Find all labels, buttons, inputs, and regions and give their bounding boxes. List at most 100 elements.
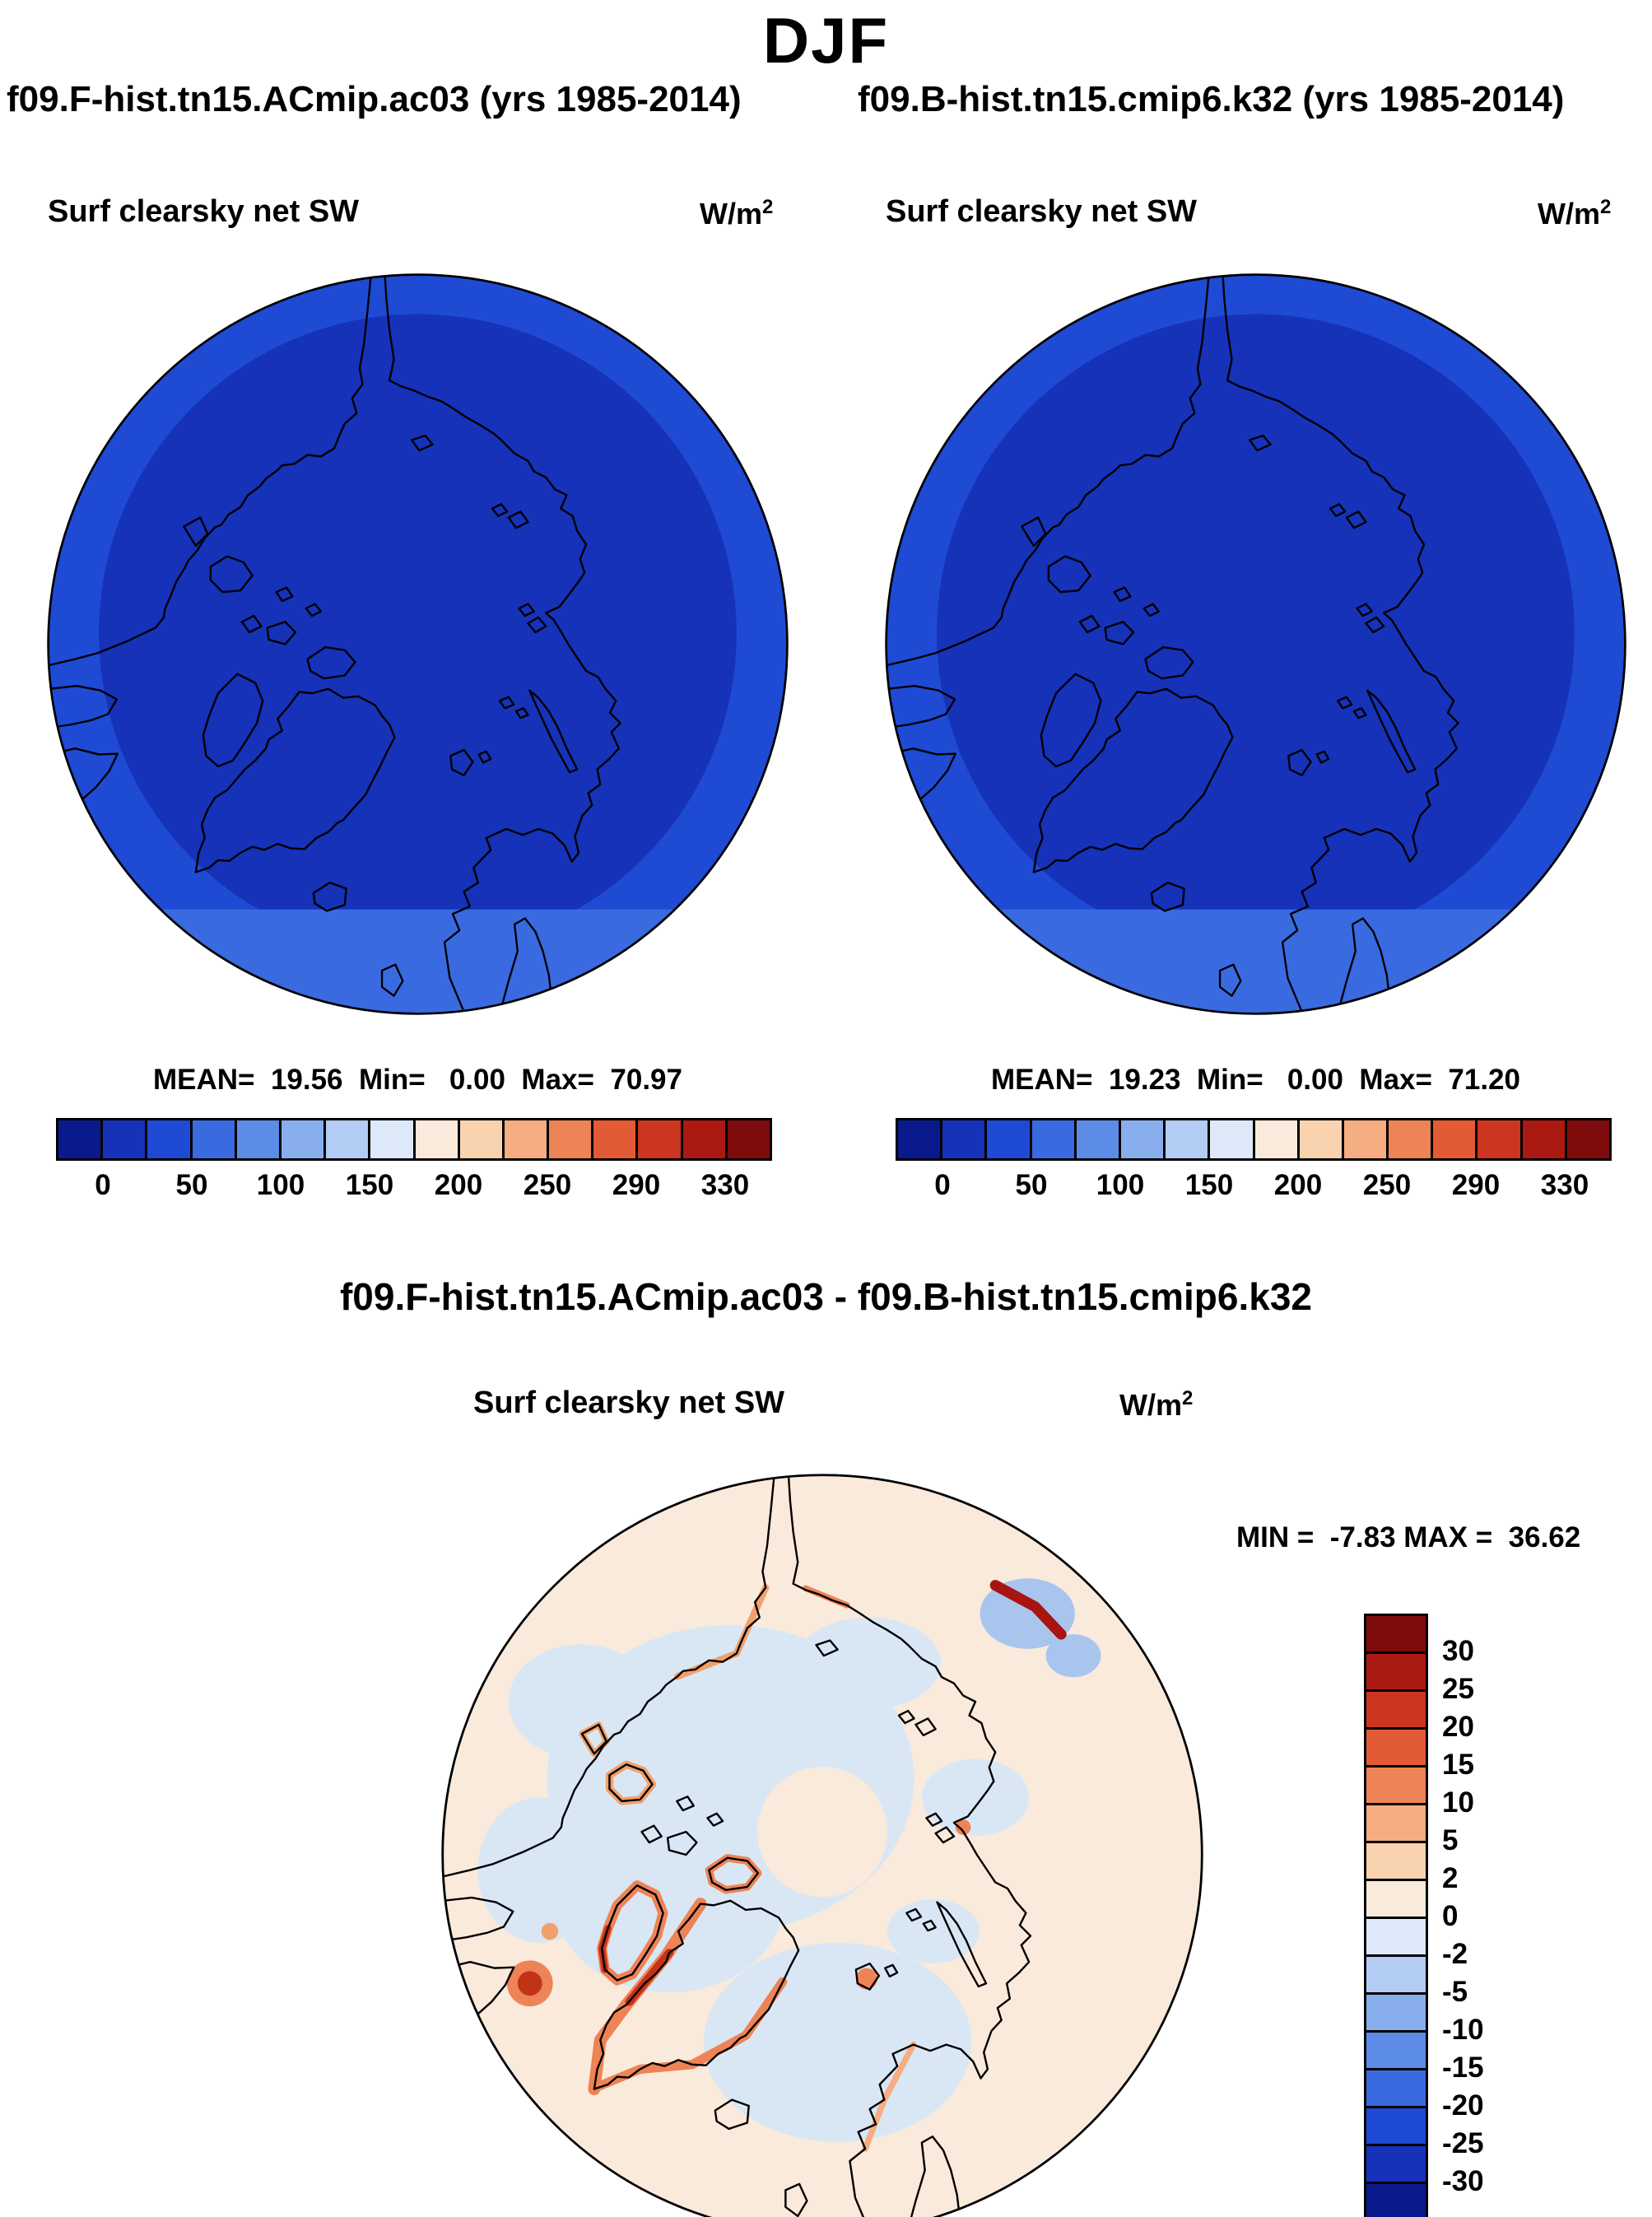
units-label-right: W/m2 [1538, 196, 1611, 231]
colorbar-segment [549, 1120, 594, 1158]
colorbar-segment [236, 1120, 282, 1158]
colorbar-tick-label: -20 [1442, 2089, 1484, 2122]
colorbar-tick-label: 0 [95, 1169, 111, 1201]
colorbar-tick-label: 0 [934, 1169, 951, 1201]
colorbar-tick-label: 200 [1273, 1169, 1323, 1201]
colorbar-segment [1166, 1120, 1211, 1158]
colorbar-segment [1366, 1995, 1426, 2033]
colorbar-segment [147, 1120, 193, 1158]
field-label-left: Surf clearsky net SW [48, 194, 360, 229]
colorbar-segment [1522, 1120, 1567, 1158]
colorbar-tick-label: 250 [1362, 1169, 1412, 1201]
colorbar-segment [103, 1120, 148, 1158]
colorbar-segment [1366, 1768, 1426, 1805]
run-label-left: f09.F-hist.tn15.ACmip.ac03 (yrs 1985-201… [7, 79, 742, 119]
colorbar-segment [898, 1120, 943, 1158]
colorbar-segment [1031, 1120, 1077, 1158]
colorbar-segment [593, 1120, 639, 1158]
colorbar-segment [1433, 1120, 1478, 1158]
colorbar-segment [942, 1120, 988, 1158]
colorbar-segment [1366, 2033, 1426, 2070]
colorbar-tick-label: 5 [1442, 1824, 1459, 1856]
colorbar-tick-label: -10 [1442, 2014, 1484, 2046]
field-label-diff: Surf clearsky net SW [473, 1386, 785, 1420]
colorbar-segment [1366, 1957, 1426, 1995]
colorbar-segment [1366, 1616, 1426, 1654]
stats-line-right: MEAN= 19.23 Min= 0.00 Max= 71.20 [991, 1064, 1520, 1096]
colorbar-segment [1366, 1919, 1426, 1957]
colorbar-segment [281, 1120, 327, 1158]
colorbar-tick-label: 290 [612, 1169, 661, 1201]
colorbar-tick-label: 0 [1442, 1900, 1459, 1932]
units-base: W/m [700, 197, 762, 231]
colorbar-segment [1343, 1120, 1389, 1158]
colorbar-tick-label: -15 [1442, 2052, 1484, 2084]
units-label-diff: W/m2 [1119, 1387, 1193, 1423]
colorbar-segment [370, 1120, 416, 1158]
colorbar-tick-label: 15 [1442, 1749, 1474, 1781]
polar-map-diff [441, 1474, 1203, 2217]
colorbar-segment [1299, 1120, 1344, 1158]
units-base: W/m [1119, 1388, 1182, 1422]
colorbar-tick-label: 2 [1442, 1862, 1459, 1894]
colorbar-tick-label: 50 [1015, 1169, 1048, 1201]
colorbar-segment [58, 1120, 104, 1158]
units-exponent: 2 [1600, 196, 1612, 218]
colorbar-tick-label: 250 [523, 1169, 572, 1201]
colorbar-segment [192, 1120, 237, 1158]
colorbar-tick-label: 100 [1096, 1169, 1145, 1201]
colorbar-segment [1076, 1120, 1121, 1158]
colorbar-segment [1366, 1654, 1426, 1692]
colorbar-tick-label: 150 [1184, 1169, 1234, 1201]
colorbar-tick-label: 330 [1540, 1169, 1589, 1201]
colorbar-tick-label: -5 [1442, 1976, 1468, 2008]
units-label-left: W/m2 [700, 196, 773, 231]
colorbar-segment [1566, 1120, 1609, 1158]
colorbar-segment [1366, 2184, 1426, 2217]
colorbar-tick-label: 10 [1442, 1786, 1474, 1819]
colorbar-tick-label: 330 [700, 1169, 750, 1201]
colorbar-segment [459, 1120, 505, 1158]
colorbar-segment [1366, 2070, 1426, 2108]
colorbar-segment [1366, 1805, 1426, 1843]
colorbar-tick-label: 150 [345, 1169, 394, 1201]
colorbar-segment [415, 1120, 460, 1158]
colorbar-tick-label: 30 [1442, 1635, 1474, 1667]
colorbar-tick-label: 200 [434, 1169, 483, 1201]
colorbar-segment [1366, 2146, 1426, 2184]
colorbar-segment [504, 1120, 550, 1158]
colorbar-ticks-left: 0 50 100 150 200 250 290 330 [56, 1169, 772, 1207]
colorbar-segment [1366, 1692, 1426, 1730]
colorbar-segment [1366, 1730, 1426, 1768]
colorbar-left [56, 1118, 772, 1161]
colorbar-diff [1364, 1614, 1428, 2217]
colorbar-tick-label: 25 [1442, 1673, 1474, 1705]
season-title: DJF [762, 4, 890, 77]
colorbar-segment [682, 1120, 728, 1158]
colorbar-segment [1120, 1120, 1166, 1158]
polar-map-left [47, 273, 789, 1015]
colorbar-segment [1366, 2108, 1426, 2146]
units-exponent: 2 [762, 196, 774, 218]
colorbar-segment [1254, 1120, 1300, 1158]
colorbar-segment [1389, 1120, 1434, 1158]
colorbar-segment [326, 1120, 371, 1158]
colorbar-segment [1366, 1843, 1426, 1881]
diff-title: f09.F-hist.tn15.ACmip.ac03 - f09.B-hist.… [339, 1275, 1313, 1318]
units-base: W/m [1538, 197, 1600, 231]
diff-minmax: MIN = -7.83 MAX = 36.62 [1236, 1521, 1581, 1553]
colorbar-segment [1477, 1120, 1523, 1158]
colorbar-segment [1366, 1881, 1426, 1919]
polar-map-right [885, 273, 1626, 1015]
colorbar-segment [638, 1120, 683, 1158]
colorbar-ticks-right: 0 50 100 150 200 250 290 330 [896, 1169, 1612, 1207]
colorbar-tick-label: 100 [256, 1169, 305, 1201]
colorbar-tick-label: 20 [1442, 1711, 1474, 1743]
stats-line-left: MEAN= 19.56 Min= 0.00 Max= 70.97 [153, 1064, 682, 1096]
field-label-right: Surf clearsky net SW [886, 194, 1198, 229]
colorbar-tick-label: 290 [1451, 1169, 1501, 1201]
colorbar-segment [987, 1120, 1032, 1158]
colorbar-right [896, 1118, 1612, 1161]
colorbar-tick-label: -25 [1442, 2127, 1484, 2159]
colorbar-tick-label: -2 [1442, 1938, 1468, 1970]
